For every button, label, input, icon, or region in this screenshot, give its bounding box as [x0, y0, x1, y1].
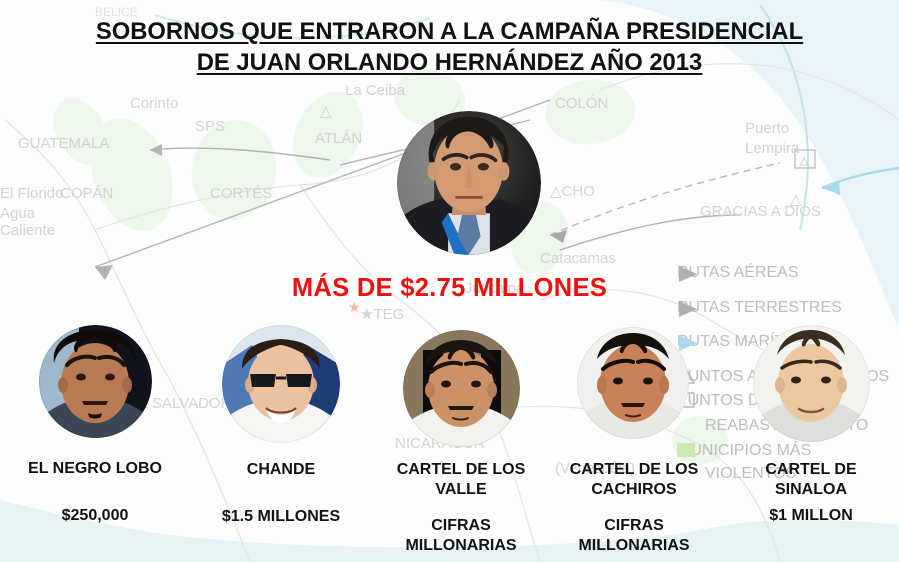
svg-text:△: △ — [800, 155, 809, 167]
